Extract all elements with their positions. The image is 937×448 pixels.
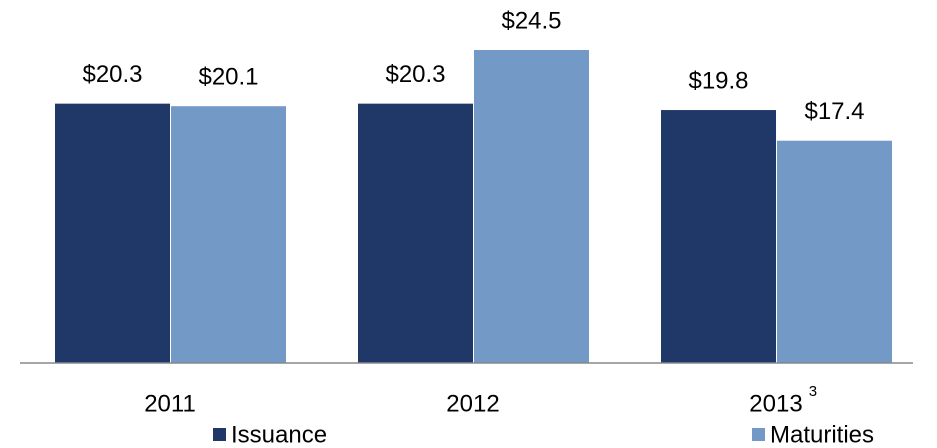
footnote-mark: 3 bbox=[809, 383, 817, 400]
value-label: $24.5 bbox=[501, 7, 561, 34]
value-label: $19.8 bbox=[688, 67, 748, 94]
bar bbox=[55, 103, 170, 364]
bar bbox=[474, 50, 589, 363]
x-tick-label: 2013 bbox=[749, 390, 802, 417]
bar bbox=[661, 110, 776, 364]
value-label: $17.4 bbox=[804, 98, 864, 125]
value-label: $20.1 bbox=[198, 64, 258, 91]
bar bbox=[358, 103, 473, 364]
legend-label: Maturities bbox=[770, 421, 874, 448]
bar bbox=[777, 140, 892, 363]
legend-label: Issuance bbox=[231, 421, 327, 448]
legend-swatch bbox=[213, 428, 226, 441]
legend-swatch bbox=[752, 428, 765, 441]
value-label: $20.3 bbox=[82, 61, 142, 88]
x-tick-label: 2012 bbox=[446, 390, 499, 417]
value-label: $20.3 bbox=[385, 61, 445, 88]
x-tick-label: 2011 bbox=[144, 390, 196, 417]
bar bbox=[171, 106, 286, 363]
